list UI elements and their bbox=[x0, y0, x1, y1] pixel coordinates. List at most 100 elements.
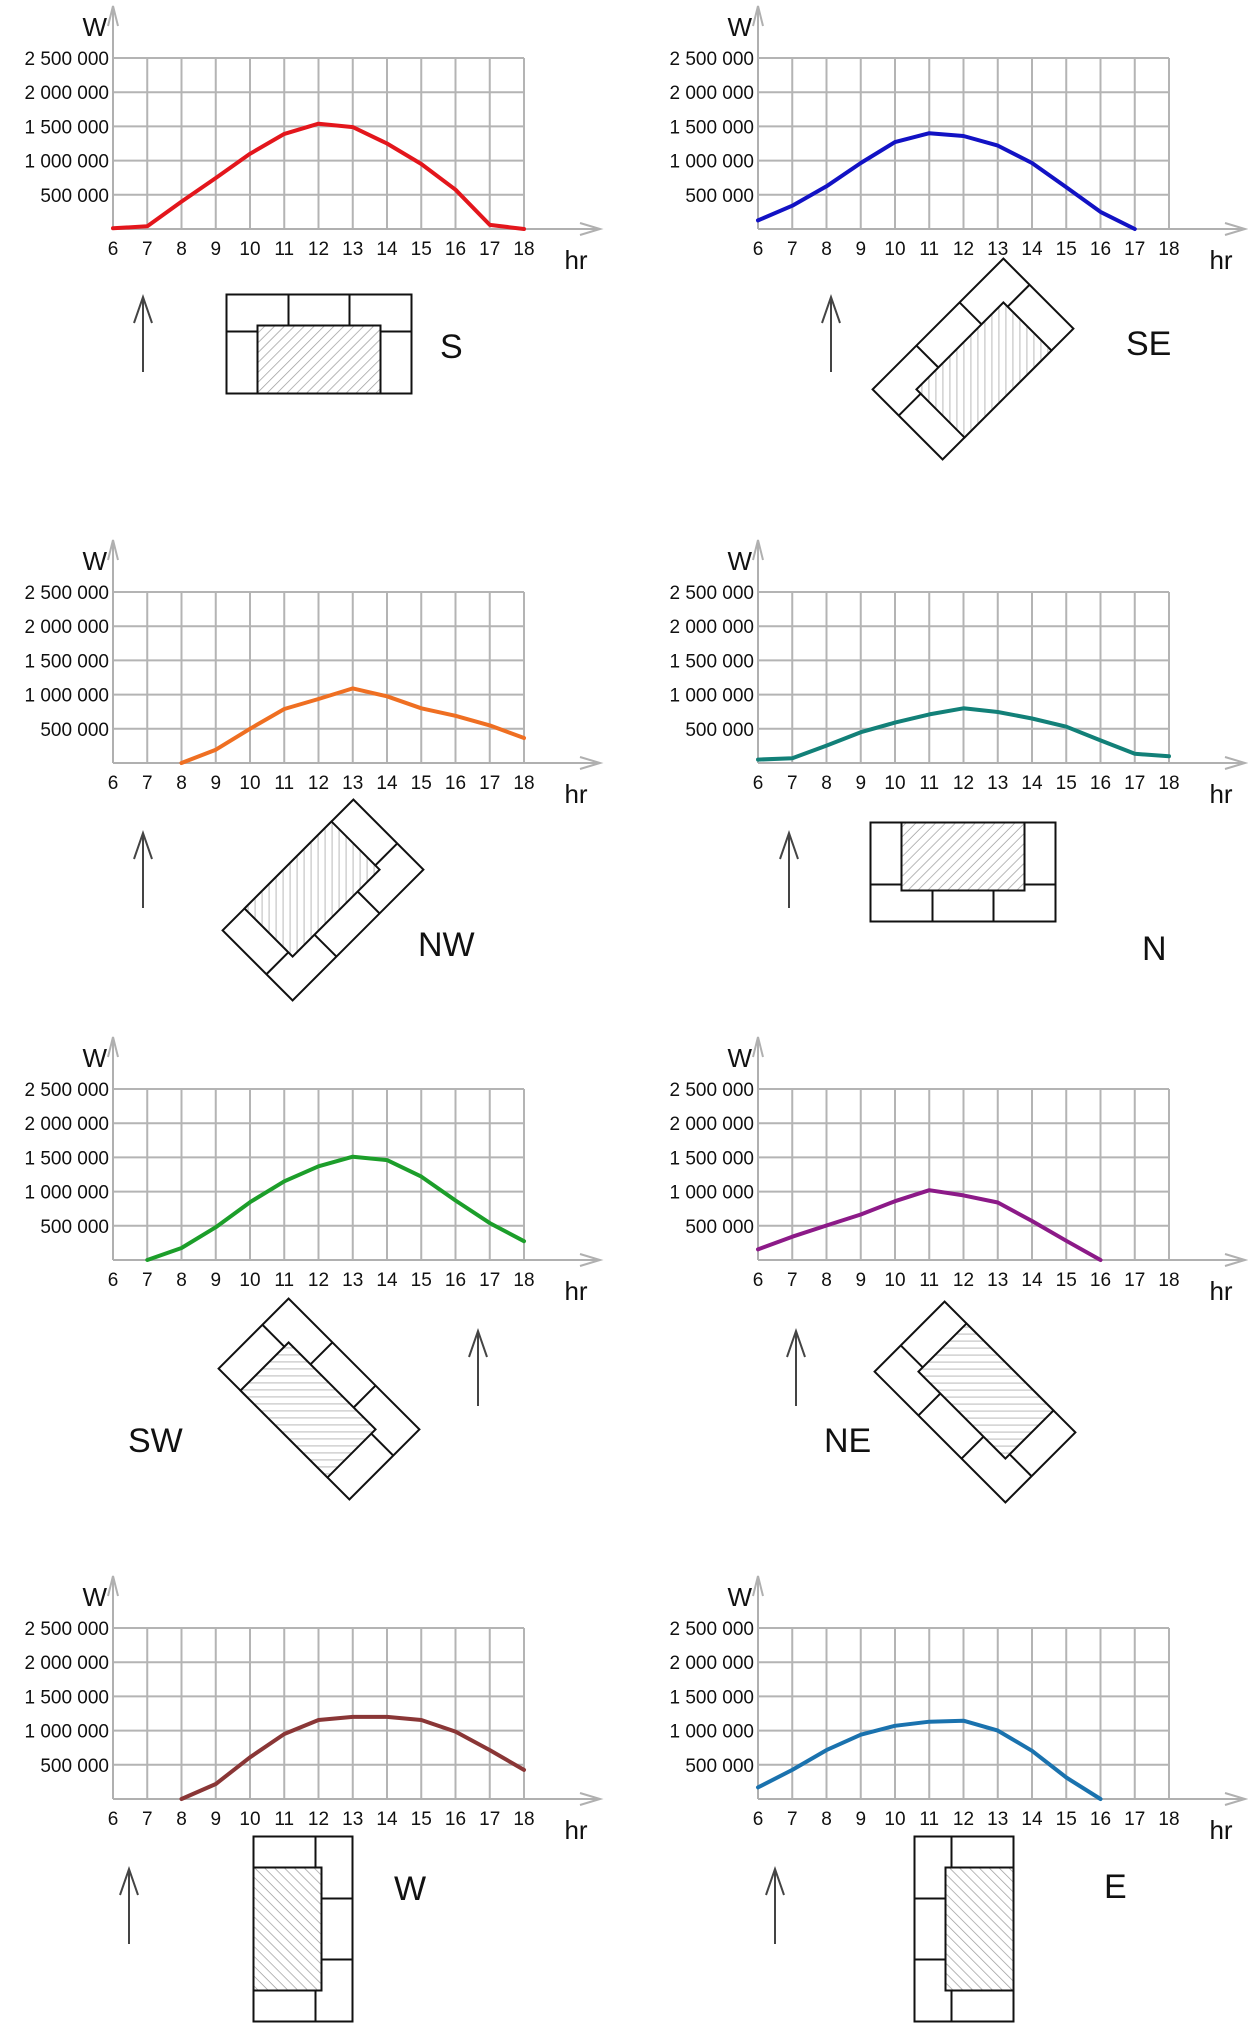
glazed-facade-hatched bbox=[252, 1866, 323, 1992]
x-tick-label: 7 bbox=[142, 1809, 153, 1830]
x-axis-arrow-icon bbox=[758, 756, 1248, 770]
room-divider bbox=[356, 890, 381, 915]
x-tick-label: 13 bbox=[342, 239, 363, 260]
y-tick-label: 500 000 bbox=[40, 186, 109, 207]
building-plan-se bbox=[871, 257, 1075, 461]
y-tick-label: 500 000 bbox=[685, 1756, 754, 1777]
x-tick-label: 9 bbox=[855, 1809, 866, 1830]
x-tick-label: 9 bbox=[210, 773, 221, 794]
room-divider bbox=[370, 1432, 394, 1457]
x-axis-arrow-icon bbox=[113, 756, 604, 770]
y-axis-unit-label: W bbox=[727, 1582, 752, 1612]
grid bbox=[112, 591, 525, 763]
y-tick-label: 1 000 000 bbox=[24, 1722, 109, 1743]
x-axis-unit-label: hr bbox=[1209, 1815, 1232, 1845]
x-tick-label: 17 bbox=[479, 1809, 500, 1830]
y-axis-unit-label: W bbox=[727, 12, 752, 42]
chart-w: W 500 000 1 000 000 1 500 000 2 000 000 2 500… bbox=[24, 1575, 604, 1845]
north-arrow-icon bbox=[786, 1327, 806, 1406]
x-axis-unit-label: hr bbox=[564, 245, 587, 275]
north-arrow-icon bbox=[133, 829, 153, 908]
series-line bbox=[756, 1718, 1103, 1801]
x-tick-label: 11 bbox=[274, 773, 294, 794]
x-tick-label: 7 bbox=[787, 1270, 798, 1291]
series-line bbox=[111, 121, 526, 231]
x-tick-label: 6 bbox=[753, 773, 764, 794]
y-tick-label: 1 500 000 bbox=[669, 651, 754, 672]
x-tick-label: 6 bbox=[108, 1270, 119, 1291]
room-divider bbox=[915, 344, 940, 369]
x-tick-label: 6 bbox=[753, 239, 764, 260]
building-plan-e bbox=[913, 1835, 1015, 2023]
room-divider bbox=[1006, 284, 1031, 308]
x-tick-label: 13 bbox=[342, 773, 363, 794]
x-tick-label: 12 bbox=[953, 1809, 974, 1830]
room-divider bbox=[352, 1384, 377, 1409]
chart-s: W 500 000 1 000 000 1 500 000 2 000 000 2 500… bbox=[24, 5, 604, 275]
x-tick-label: 9 bbox=[210, 239, 221, 260]
x-tick-label: 8 bbox=[821, 1270, 832, 1291]
glazed-facade-hatched bbox=[256, 324, 382, 395]
series-line bbox=[179, 686, 526, 765]
x-tick-label: 7 bbox=[787, 239, 798, 260]
building-plan-icon bbox=[871, 257, 1075, 461]
building-plan-icon bbox=[221, 798, 425, 1002]
orientation-label: S bbox=[440, 328, 463, 366]
grid bbox=[757, 591, 1170, 763]
y-tick-label: 1 000 000 bbox=[669, 686, 754, 707]
y-axis-arrow-icon bbox=[752, 1575, 764, 1799]
x-tick-label: 16 bbox=[1090, 239, 1111, 260]
x-tick-label: 14 bbox=[376, 773, 398, 794]
y-tick-label: 2 000 000 bbox=[669, 1114, 754, 1135]
y-axis-unit-label: W bbox=[82, 1043, 107, 1073]
x-tick-label: 7 bbox=[142, 1270, 153, 1291]
room-divider bbox=[1008, 1453, 1033, 1477]
x-axis-arrow-icon bbox=[758, 222, 1248, 236]
y-tick-label: 1 500 000 bbox=[24, 117, 109, 138]
x-tick-label: 11 bbox=[274, 239, 294, 260]
building-plan-icon bbox=[225, 293, 413, 395]
chart-se: W 500 000 1 000 000 1 500 000 2 000 000 2 500… bbox=[669, 5, 1248, 275]
y-axis-arrow-icon bbox=[107, 5, 119, 229]
glazed-facade-hatched bbox=[915, 301, 1053, 439]
y-tick-label: 1 500 000 bbox=[24, 1687, 109, 1708]
x-tick-label: 18 bbox=[1158, 239, 1179, 260]
x-tick-label: 12 bbox=[308, 239, 329, 260]
x-axis-arrow-icon bbox=[758, 1792, 1248, 1806]
north-arrow-icon bbox=[133, 293, 153, 372]
y-tick-label: 500 000 bbox=[685, 1217, 754, 1238]
grid bbox=[112, 1088, 525, 1260]
glazed-facade-hatched bbox=[917, 1322, 1055, 1460]
x-axis-unit-label: hr bbox=[564, 779, 587, 809]
x-tick-label: 7 bbox=[787, 773, 798, 794]
x-tick-label: 15 bbox=[1056, 239, 1077, 260]
room-divider bbox=[898, 392, 922, 417]
panel-n: W 500 000 1 000 000 1 500 000 2 000 000 2 500… bbox=[669, 539, 1248, 968]
y-tick-label: 1 000 000 bbox=[669, 1722, 754, 1743]
y-tick-label: 1 000 000 bbox=[24, 686, 109, 707]
x-tick-label: 15 bbox=[1056, 1809, 1077, 1830]
x-tick-label: 10 bbox=[239, 1270, 260, 1291]
orientation-label: NW bbox=[418, 926, 475, 964]
north-arrow-icon bbox=[779, 829, 799, 908]
y-tick-label: 2 000 000 bbox=[24, 617, 109, 638]
panel-s: W 500 000 1 000 000 1 500 000 2 000 000 2 500… bbox=[24, 5, 604, 395]
chart-n: W 500 000 1 000 000 1 500 000 2 000 000 2 500… bbox=[669, 539, 1248, 809]
x-axis-unit-label: hr bbox=[1209, 245, 1232, 275]
orientation-label: E bbox=[1104, 1868, 1127, 1906]
x-tick-label: 16 bbox=[445, 1270, 466, 1291]
y-tick-label: 2 500 000 bbox=[24, 1619, 109, 1640]
x-tick-label: 6 bbox=[108, 1809, 119, 1830]
building-plan-w bbox=[252, 1835, 354, 2023]
y-tick-label: 1 500 000 bbox=[24, 1148, 109, 1169]
building-plan-icon bbox=[873, 1300, 1077, 1504]
y-axis-arrow-icon bbox=[107, 1036, 119, 1260]
x-tick-label: 9 bbox=[855, 773, 866, 794]
y-axis-unit-label: W bbox=[82, 546, 107, 576]
north-arrow-icon bbox=[468, 1327, 488, 1406]
building-plan-icon bbox=[252, 1835, 354, 2023]
orientation-label: SW bbox=[128, 1422, 183, 1460]
x-tick-label: 12 bbox=[953, 239, 974, 260]
x-tick-label: 16 bbox=[1090, 1809, 1111, 1830]
